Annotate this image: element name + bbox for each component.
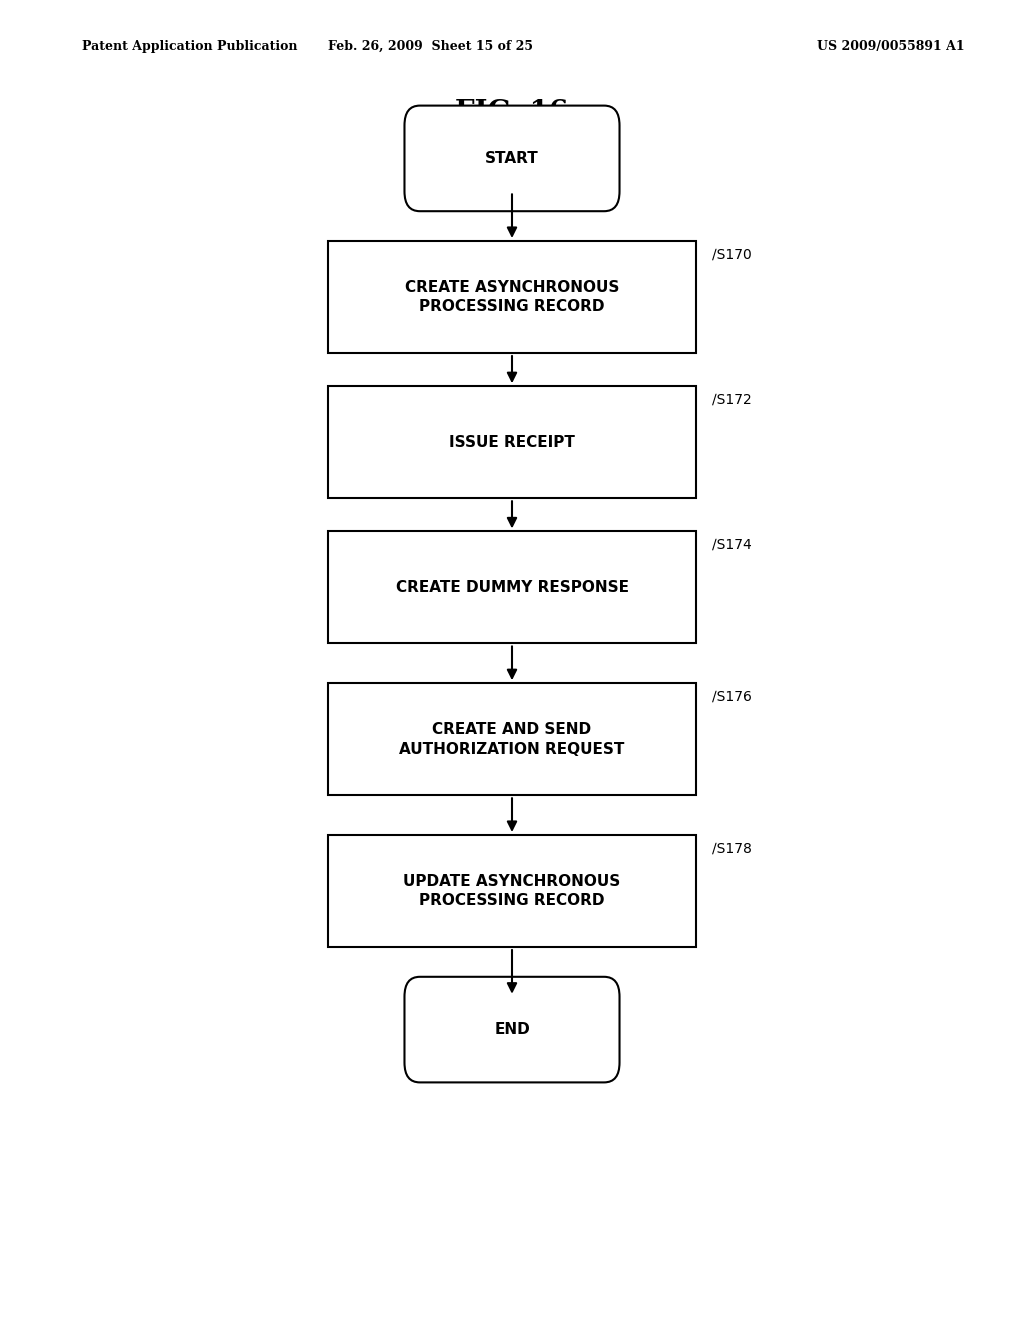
- Text: ISSUE RECEIPT: ISSUE RECEIPT: [450, 434, 574, 450]
- Bar: [328, 834, 696, 948]
- Text: CREATE AND SEND
AUTHORIZATION REQUEST: CREATE AND SEND AUTHORIZATION REQUEST: [399, 722, 625, 756]
- Text: ∕S178: ∕S178: [712, 842, 752, 855]
- FancyBboxPatch shape: [404, 977, 620, 1082]
- Text: ∕S174: ∕S174: [712, 539, 752, 552]
- Text: ∕S172: ∕S172: [712, 393, 752, 407]
- Text: CREATE DUMMY RESPONSE: CREATE DUMMY RESPONSE: [395, 579, 629, 595]
- Text: FIG. 16: FIG. 16: [456, 99, 568, 125]
- Text: ∕S170: ∕S170: [712, 248, 752, 261]
- Text: CREATE ASYNCHRONOUS
PROCESSING RECORD: CREATE ASYNCHRONOUS PROCESSING RECORD: [404, 280, 620, 314]
- Bar: [328, 385, 696, 498]
- Bar: [328, 531, 696, 643]
- Bar: [328, 682, 696, 795]
- Text: END: END: [495, 1022, 529, 1038]
- Text: Feb. 26, 2009  Sheet 15 of 25: Feb. 26, 2009 Sheet 15 of 25: [328, 40, 532, 53]
- Bar: [328, 240, 696, 352]
- FancyBboxPatch shape: [404, 106, 620, 211]
- Text: START: START: [485, 150, 539, 166]
- Text: US 2009/0055891 A1: US 2009/0055891 A1: [817, 40, 965, 53]
- Text: ∕S176: ∕S176: [712, 689, 752, 704]
- Text: Patent Application Publication: Patent Application Publication: [82, 40, 297, 53]
- Text: UPDATE ASYNCHRONOUS
PROCESSING RECORD: UPDATE ASYNCHRONOUS PROCESSING RECORD: [403, 874, 621, 908]
